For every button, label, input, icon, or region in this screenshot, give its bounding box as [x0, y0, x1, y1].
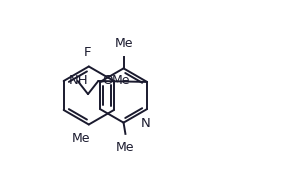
Text: Me: Me [116, 141, 135, 154]
Text: F: F [84, 46, 92, 59]
Text: Me: Me [72, 132, 90, 145]
Text: N: N [140, 117, 150, 129]
Text: Me: Me [114, 37, 133, 50]
Text: O: O [102, 74, 112, 87]
Text: NH: NH [68, 74, 88, 87]
Text: Me: Me [112, 74, 130, 87]
